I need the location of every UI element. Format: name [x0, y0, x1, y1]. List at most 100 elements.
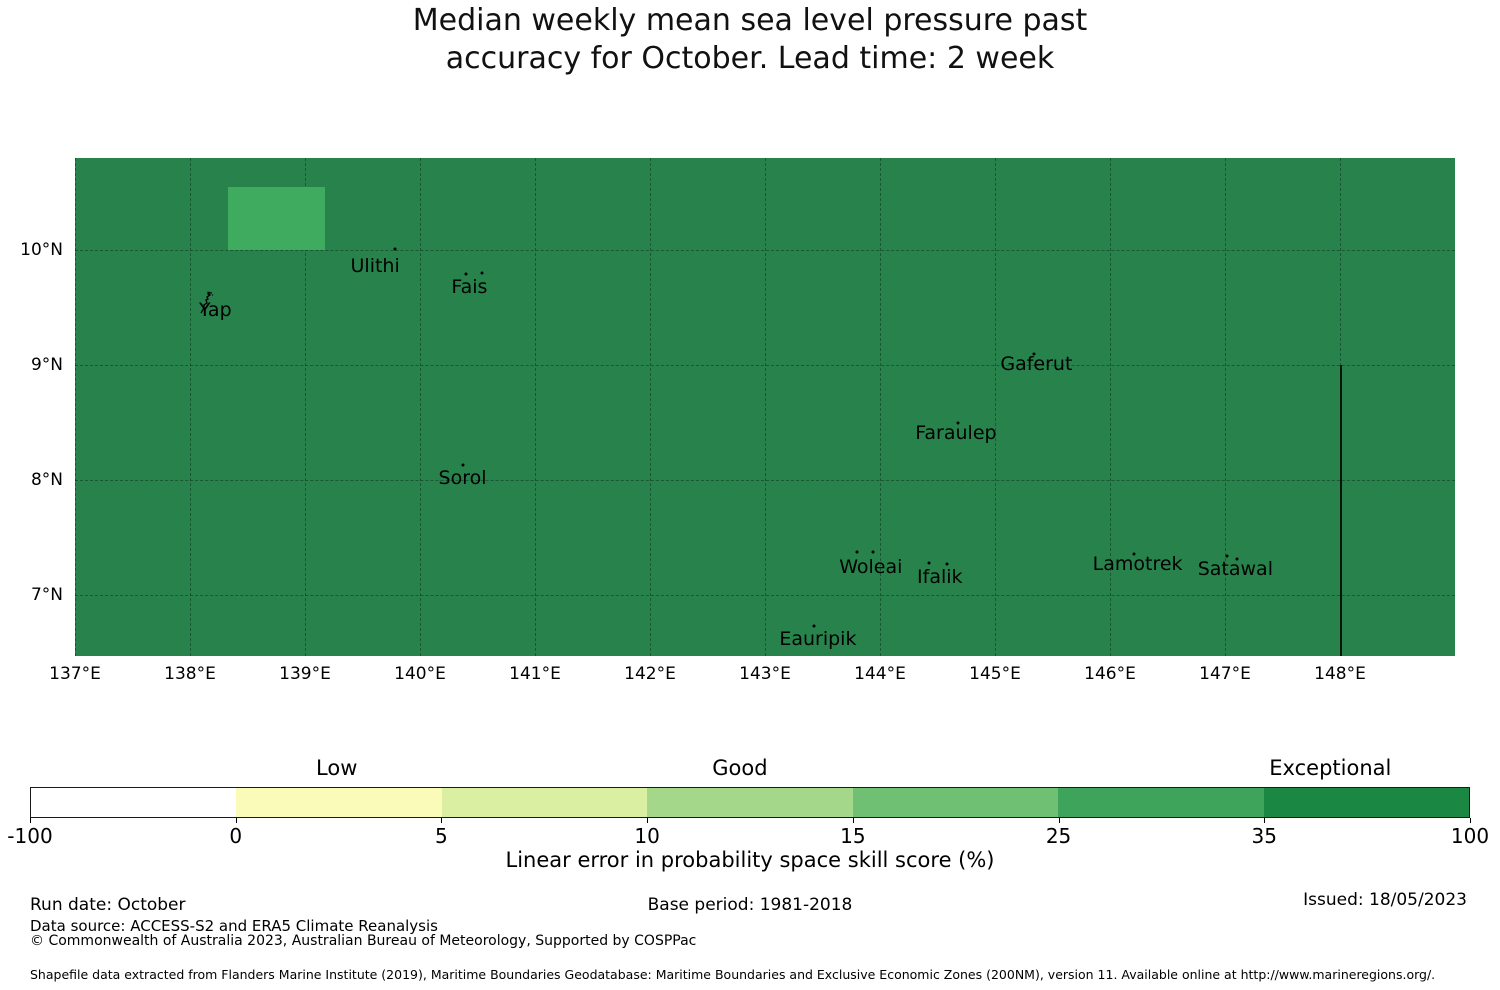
- x-tick-label: 140°E: [394, 664, 446, 684]
- map-gridline-meridian: [995, 158, 996, 656]
- map-gridline-parallel: [75, 595, 1455, 597]
- x-axis: 137°E 138°E 139°E 140°E 141°E 142°E 143°E 144°E…: [0, 664, 1500, 686]
- island-marker-dot: [480, 271, 484, 275]
- map-gridline-meridian: [305, 158, 306, 656]
- footer-shapefile-note: Shapefile data extracted from Flanders M…: [30, 967, 1436, 982]
- colorbar-tickmarks: [30, 818, 1471, 824]
- map-gridline-meridian: [535, 158, 536, 656]
- y-axis: 10°N 9°N 8°N 7°N: [0, 0, 63, 990]
- footer-base-period: Base period: 1981-2018: [647, 895, 853, 915]
- island-label: Eauripik: [779, 627, 857, 650]
- island-marker-dot: [927, 561, 931, 565]
- colorbar-category-label: Good: [712, 756, 768, 780]
- map-gridline-meridian: [880, 158, 881, 656]
- x-tick-label: 142°E: [624, 664, 676, 684]
- island-marker-dot: [956, 421, 960, 425]
- island-marker-dot: [1235, 557, 1238, 561]
- map-gridline-parallel: [75, 480, 1455, 482]
- colorbar-segment: [31, 788, 237, 817]
- y-tick-label: 8°N: [30, 470, 63, 491]
- island-label: Sorol: [438, 466, 487, 489]
- island-label: Gaferut: [1000, 352, 1073, 375]
- x-tick-label: 148°E: [1314, 664, 1366, 684]
- island-marker-dot: [812, 624, 816, 628]
- footer-data-source: Data source: ACCESS-S2 and ERA5 Climate …: [30, 917, 438, 935]
- map-gridline-meridian: [650, 158, 651, 656]
- colorbar-tickmark: [1470, 818, 1471, 823]
- island-marker-dot: [461, 463, 465, 467]
- colorbar: [30, 787, 1470, 818]
- footer-issued-date: Issued: 18/05/2023: [1303, 890, 1467, 910]
- colorbar-segment: [1058, 788, 1264, 817]
- colorbar-tickmark: [1058, 818, 1060, 823]
- island-marker-dot: [871, 550, 875, 554]
- map-gridline-parallel: [75, 250, 1455, 251]
- footer-copyright: © Commonwealth of Australia 2023, Austra…: [30, 933, 697, 949]
- island-marker-dot: [945, 562, 949, 566]
- colorbar-tick-label: 15: [840, 824, 866, 848]
- colorbar-tickmark: [235, 818, 237, 823]
- colorbar-tickmark: [647, 818, 649, 823]
- colorbar-segment: [852, 788, 1059, 817]
- colorbar-tick-label: 10: [634, 824, 660, 848]
- y-tick-label: 9°N: [30, 355, 63, 376]
- x-tick-label: 147°E: [1199, 664, 1251, 684]
- map-gridline-meridian: [190, 158, 191, 656]
- island-label: Faraulep: [915, 421, 997, 444]
- y-tick-label: 10°N: [20, 240, 63, 260]
- colorbar-tick-label: 5: [435, 824, 448, 848]
- colorbar-tickmark: [1264, 818, 1266, 823]
- island-label: Lamotrek: [1092, 552, 1183, 575]
- map-gridline-parallel: [75, 365, 1455, 367]
- colorbar-tick-label: 35: [1251, 824, 1278, 848]
- island-label: Woleai: [839, 556, 903, 579]
- footer-run-date: Run date: October: [30, 895, 186, 915]
- map-gridline-meridian: [75, 158, 76, 656]
- colorbar-tick-label: 0: [229, 824, 243, 848]
- map-plot: Yap Ulithi Fais Gaferut Faraulep Sorol Woleai I…: [75, 158, 1455, 656]
- island-label: Yap: [198, 298, 232, 321]
- colorbar-region-labels: Low Good Exceptional: [30, 756, 1470, 782]
- y-tick-label: 7°N: [30, 585, 63, 606]
- island-marker-dot: [464, 272, 468, 276]
- map-gridline-meridian: [1110, 158, 1111, 656]
- colorbar-tickmark: [441, 818, 443, 823]
- map-gridline-meridian: [765, 158, 766, 656]
- x-tick-label: 139°E: [279, 664, 331, 684]
- x-tick-label: 144°E: [854, 664, 906, 684]
- island-label: Ulithi: [350, 255, 400, 278]
- colorbar-tickmark: [852, 818, 854, 823]
- map-gridline-meridian: [420, 158, 421, 656]
- x-tick-label: 143°E: [739, 664, 791, 684]
- colorbar-tick-label: 100: [1450, 824, 1490, 848]
- island-marker-dot: [1225, 554, 1229, 558]
- colorbar-category-label: Exceptional: [1269, 756, 1392, 780]
- colorbar-tick-label: 25: [1045, 824, 1072, 848]
- x-tick-label: 137°E: [49, 664, 101, 684]
- x-tick-label: 145°E: [969, 664, 1021, 684]
- figure-title-line2: accuracy for October. Lead time: 2 week: [445, 41, 1055, 76]
- colorbar-segment: [647, 788, 853, 817]
- island-marker-dot: [1032, 352, 1036, 356]
- island-label: Fais: [451, 275, 488, 298]
- island-label: Satawal: [1197, 557, 1273, 580]
- figure-title-line1: Median weekly mean sea level pressure pa…: [412, 3, 1088, 38]
- x-tick-label: 146°E: [1084, 664, 1136, 684]
- colorbar-segment: [441, 788, 648, 817]
- map-gridline-meridian: [1225, 158, 1226, 656]
- low-skill-grid-cell: [227, 186, 325, 250]
- colorbar-category-label: Low: [316, 756, 358, 780]
- colorbar-tick-labels: -100 0 5 10 15 25 35 100: [7, 824, 1489, 848]
- island-label: Ifalik: [917, 565, 963, 588]
- island-marker-dot: [855, 550, 859, 554]
- colorbar-segment: [236, 788, 442, 817]
- colorbar-title: Linear error in probability space skill …: [505, 848, 995, 872]
- island-marker-dot: [1132, 552, 1136, 556]
- x-tick-label: 141°E: [509, 664, 561, 684]
- colorbar-tick-label: -100: [7, 824, 53, 848]
- figure-title: Median weekly mean sea level pressure pa…: [0, 2, 1500, 78]
- eez-boundary-line: [1340, 365, 1342, 656]
- colorbar-tickmark: [30, 818, 31, 823]
- island-marker-dot: [393, 247, 397, 251]
